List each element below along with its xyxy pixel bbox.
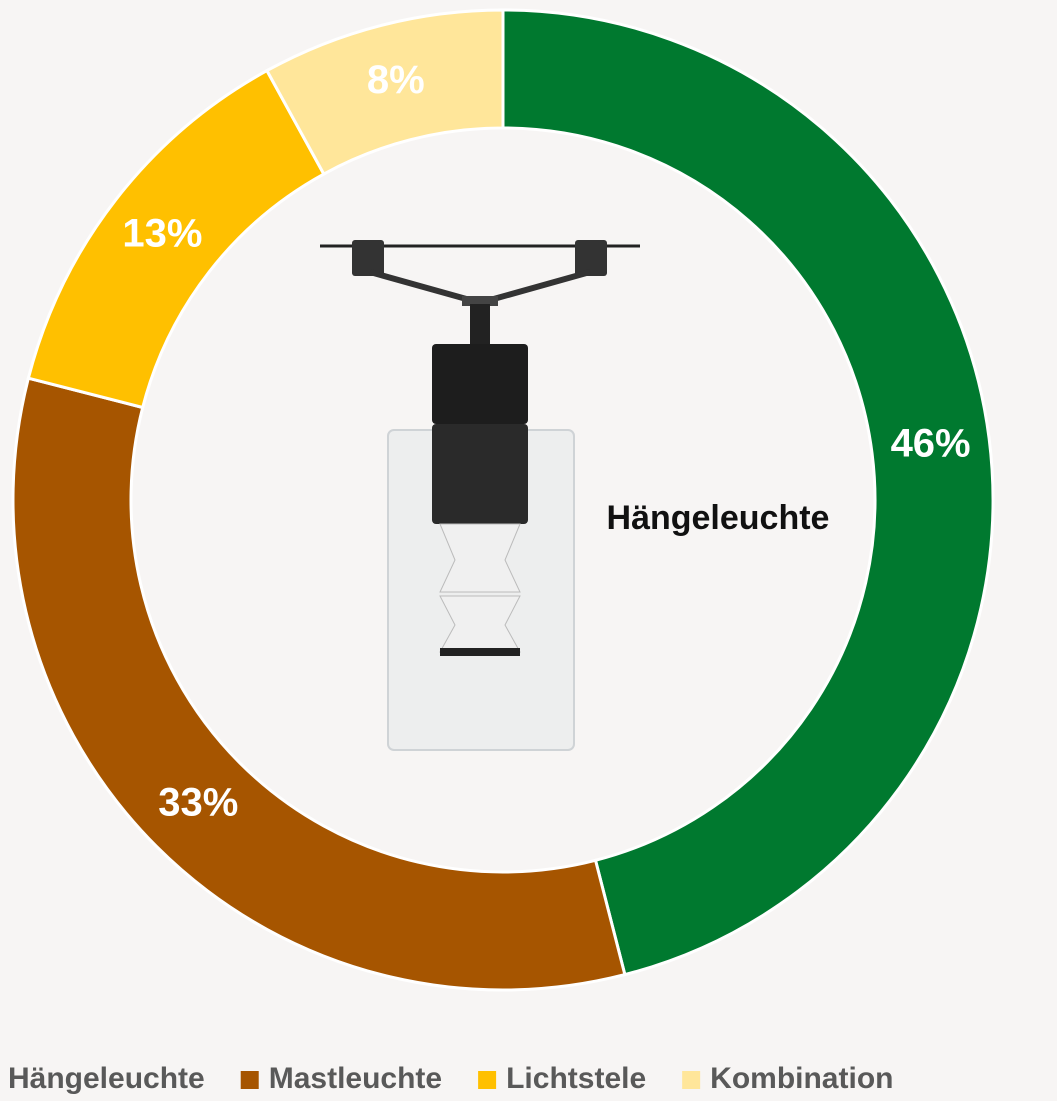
donut: 46% 33% 13% 8% <box>11 8 995 992</box>
donut-segment <box>264 8 505 177</box>
legend: Hängeleuchte Mastleuchte Lichtstele Kombina… <box>8 1062 893 1095</box>
legend-label: Kombination <box>710 1062 893 1095</box>
donut-segment <box>11 376 627 992</box>
legend-label: Mastleuchte <box>269 1062 442 1095</box>
legend-swatch <box>682 1071 701 1089</box>
data-label: 8% <box>367 58 425 102</box>
legend-label: Lichtstele <box>506 1062 646 1095</box>
donut-segment <box>501 8 995 977</box>
center-label: Hängeleuchte <box>607 499 830 537</box>
legend-swatch <box>478 1071 497 1089</box>
data-label: 33% <box>158 780 238 824</box>
data-label: 46% <box>891 422 971 466</box>
legend-swatch <box>240 1071 259 1089</box>
data-label: 13% <box>122 211 202 255</box>
lamp-illustration <box>320 240 640 751</box>
legend-label: Hängeleuchte <box>8 1062 205 1095</box>
